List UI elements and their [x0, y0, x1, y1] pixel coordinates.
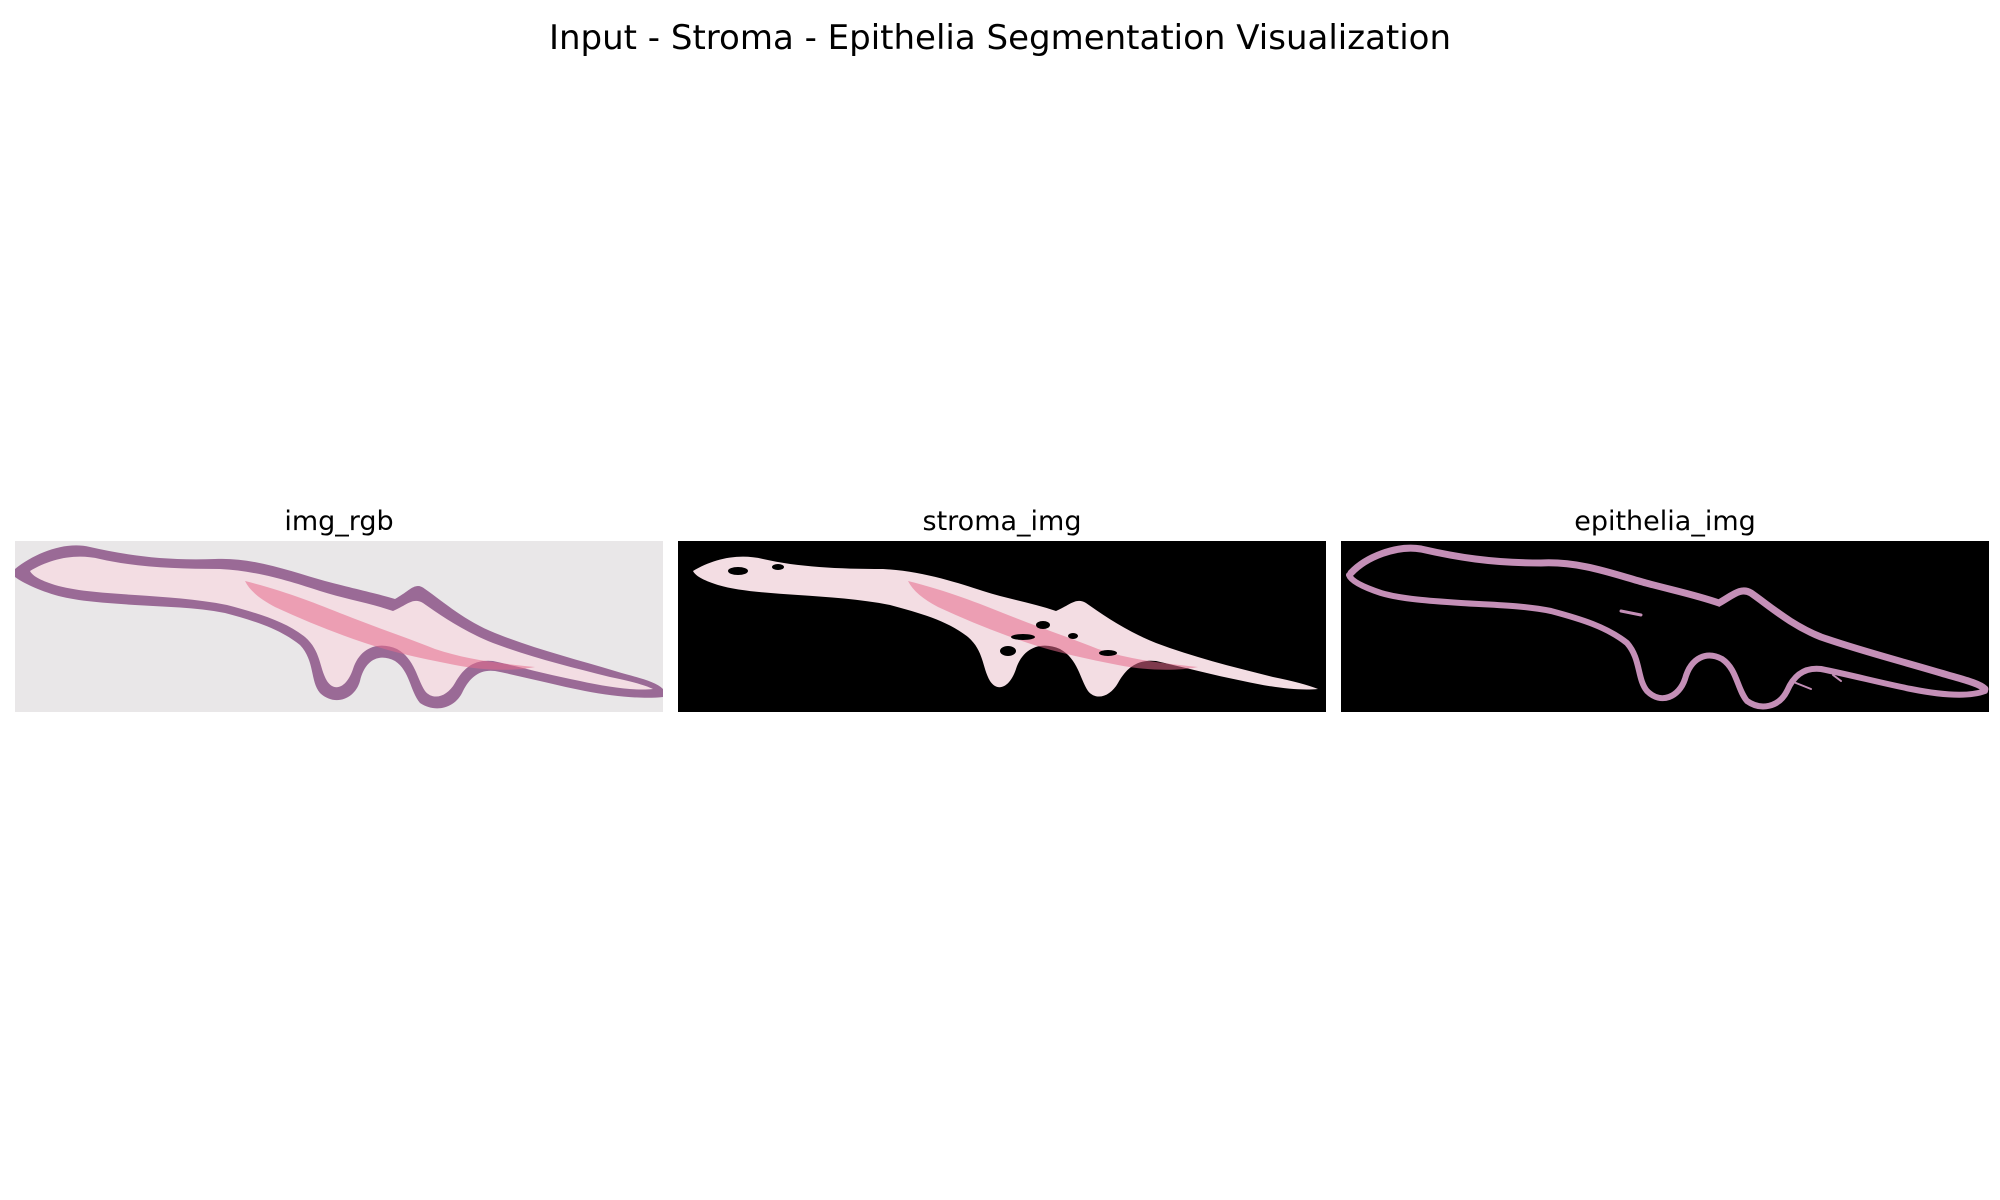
stroma-mask-image — [678, 541, 1326, 712]
tissue-image-rgb — [15, 541, 663, 712]
figure-title: Input - Stroma - Epithelia Segmentation … — [548, 18, 1452, 58]
panel-title-img-rgb: img_rgb — [284, 506, 394, 537]
epithelium-outline — [1346, 544, 1989, 710]
panel-img-rgb — [15, 541, 663, 712]
panel-title-stroma-img: stroma_img — [922, 506, 1082, 537]
panel-title-epithelia-img: epithelia_img — [1574, 506, 1756, 537]
panel-stroma-img — [678, 541, 1326, 712]
panel-epithelia-img — [1341, 541, 1989, 712]
epithelia-mask-image — [1341, 541, 1989, 712]
stroma-core — [908, 581, 1198, 670]
stroma-core — [245, 581, 535, 670]
stroma-voids — [728, 564, 1117, 656]
